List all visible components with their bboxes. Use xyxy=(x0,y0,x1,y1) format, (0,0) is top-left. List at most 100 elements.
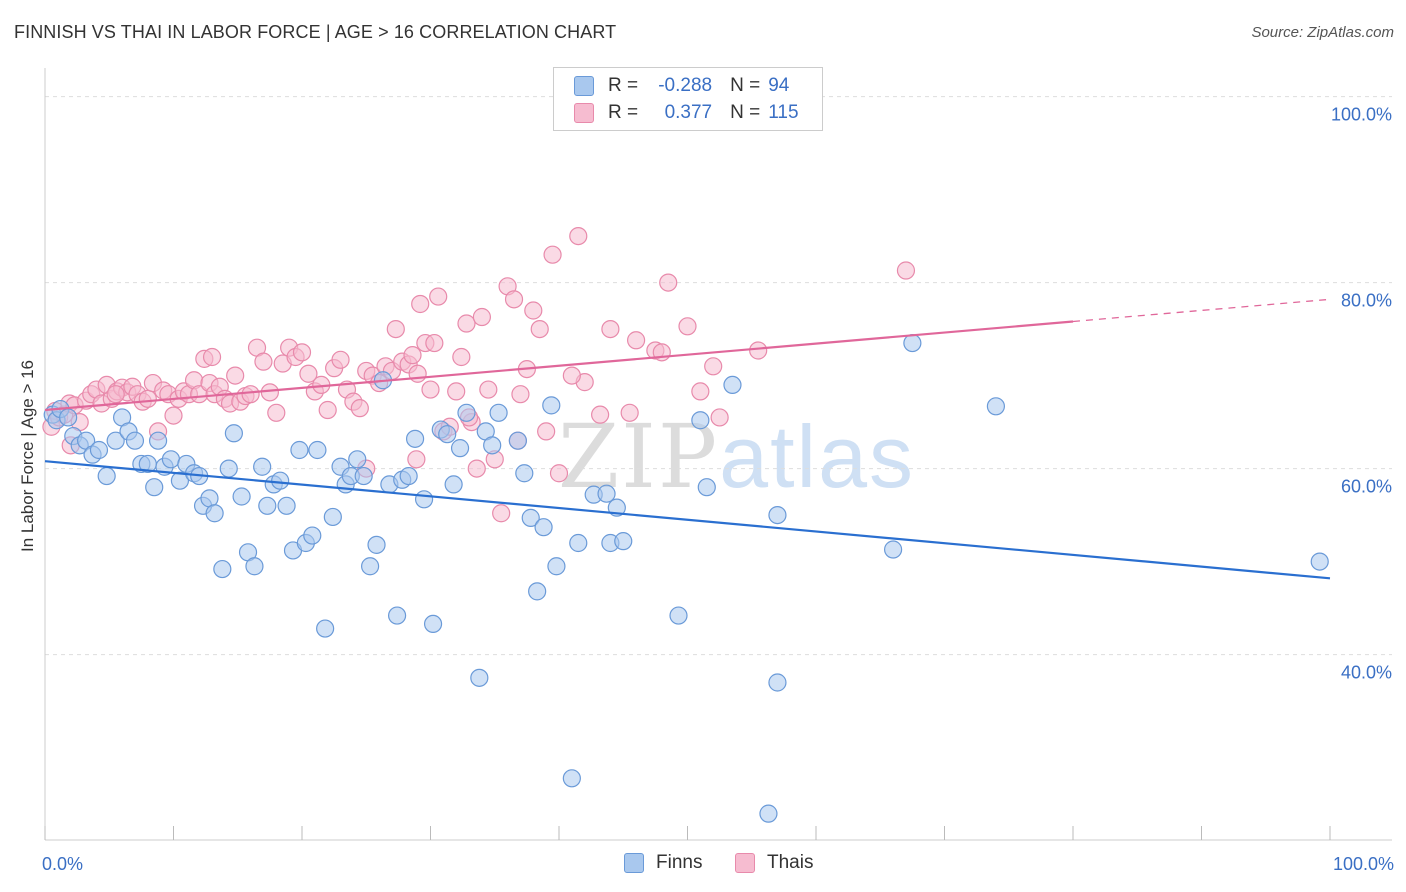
chart-title: FINNISH VS THAI IN LABOR FORCE | AGE > 1… xyxy=(14,22,617,42)
finns-point xyxy=(348,450,367,469)
thais-point xyxy=(386,320,405,339)
legend-row-thais: R = 0.377 N = 115 xyxy=(574,100,799,126)
thais-point xyxy=(537,422,556,441)
finns-point xyxy=(883,540,903,559)
thais-point xyxy=(659,273,678,292)
legend-row-finns: R = -0.288 N = 94 xyxy=(574,73,789,99)
thais-point xyxy=(106,385,125,404)
finns-point xyxy=(768,505,787,525)
finns-point xyxy=(723,375,742,394)
x-tick-label: 100.0% xyxy=(1333,854,1394,874)
source-label: Source: ZipAtlas.com xyxy=(1251,24,1394,41)
trend-lines xyxy=(44,298,1331,580)
thais-trend-line xyxy=(44,320,1074,412)
finns-point xyxy=(423,614,443,634)
thais-point xyxy=(226,366,245,385)
finns-swatch xyxy=(574,76,594,96)
finns-point xyxy=(528,582,547,601)
finns-point xyxy=(534,518,553,537)
finns-point xyxy=(316,619,335,638)
thais-point xyxy=(492,504,511,523)
finns-point xyxy=(387,606,407,625)
thais-point xyxy=(530,320,549,339)
thais-point xyxy=(601,320,620,339)
thais-points xyxy=(42,227,916,523)
thais-point xyxy=(710,408,729,427)
finns-legend-swatch xyxy=(624,853,644,873)
thais-point xyxy=(457,314,476,333)
thais-point xyxy=(292,343,312,362)
thais-point xyxy=(241,385,260,404)
thais-point xyxy=(472,307,491,327)
thais-point xyxy=(331,350,350,369)
finns-point xyxy=(759,804,778,823)
thais-n-value: 115 xyxy=(768,102,799,123)
finns-point xyxy=(258,496,277,515)
correlation-legend: R = -0.288 N = 94 R = 0.377 N = 115 xyxy=(553,67,823,131)
y-tick-label: 100.0% xyxy=(1331,105,1392,125)
finns-point xyxy=(483,436,502,455)
finns-point xyxy=(414,490,434,509)
finns-point xyxy=(691,411,710,430)
finns-point xyxy=(245,557,264,576)
finns-legend-label: Finns xyxy=(656,852,703,873)
finns-point xyxy=(515,464,534,483)
x-tick-label: 0.0% xyxy=(42,854,83,874)
thais-point xyxy=(403,346,422,365)
legend-item-thais[interactable]: Thais xyxy=(735,852,813,874)
finns-point xyxy=(59,408,78,427)
finns-point xyxy=(438,425,457,444)
y-tick-label: 80.0% xyxy=(1341,291,1392,311)
thais-point xyxy=(569,227,588,246)
finns-point xyxy=(489,403,508,422)
finns-n-value: 94 xyxy=(768,75,790,96)
thais-point xyxy=(164,406,183,425)
thais-point xyxy=(299,364,318,383)
thais-legend-swatch xyxy=(735,853,755,873)
finns-point xyxy=(213,559,232,579)
finns-point xyxy=(224,424,243,443)
thais-point xyxy=(678,317,697,336)
y-axis-label: In Labor Force | Age > 16 xyxy=(18,359,37,553)
thais-point xyxy=(504,290,524,309)
legend-item-finns[interactable]: Finns xyxy=(624,852,702,874)
finns-point xyxy=(170,471,190,490)
finns-point xyxy=(1310,552,1329,571)
finns-point xyxy=(399,466,418,486)
series-legend: Finns Thais xyxy=(0,852,1406,878)
thais-point xyxy=(254,352,273,371)
finns-point xyxy=(303,526,322,545)
finns-point xyxy=(97,466,116,486)
thais-trend-extension xyxy=(1072,298,1331,323)
finns-point xyxy=(106,431,125,450)
finns-point xyxy=(450,439,470,458)
finns-point xyxy=(148,431,168,450)
finns-point xyxy=(547,557,566,576)
thais-point xyxy=(138,389,157,408)
finns-point xyxy=(145,478,164,497)
thais-point xyxy=(896,261,916,280)
thais-point xyxy=(429,287,448,306)
y-tick-label: 60.0% xyxy=(1341,477,1392,497)
finns-point xyxy=(697,478,716,497)
thais-point xyxy=(467,459,486,478)
finns-point xyxy=(253,457,272,476)
thais-point xyxy=(452,347,471,367)
finns-point xyxy=(597,484,616,503)
finns-point xyxy=(161,450,181,469)
thais-point xyxy=(549,464,569,483)
finns-point xyxy=(405,429,425,448)
finns-point xyxy=(367,535,386,554)
thais-n-label: N = xyxy=(730,102,761,123)
thais-r-value: 0.377 xyxy=(664,102,713,123)
finns-point xyxy=(569,533,588,553)
finns-point xyxy=(323,507,342,527)
finns-trend-line xyxy=(44,460,1331,580)
thais-point xyxy=(479,380,498,399)
thais-point xyxy=(411,294,430,314)
thais-point xyxy=(447,382,466,401)
thais-point xyxy=(524,301,543,320)
thais-point xyxy=(407,450,426,469)
tick-labels: 100.0% 80.0% 60.0% 40.0% 0.0% 100.0% xyxy=(42,105,1394,874)
thais-point xyxy=(626,331,646,350)
